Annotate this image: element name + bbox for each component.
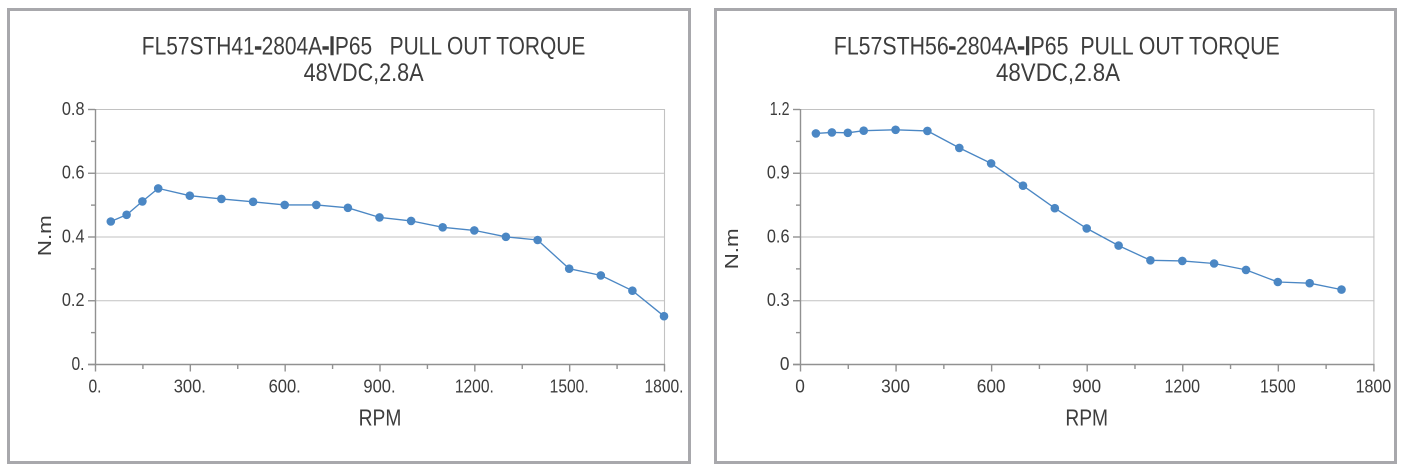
svg-text:48VDC,2.8A: 48VDC,2.8A: [996, 60, 1120, 87]
svg-text:0.6: 0.6: [767, 226, 790, 246]
svg-text:N.m: N.m: [721, 228, 742, 269]
svg-text:900.: 900.: [363, 377, 395, 397]
svg-text:0.2: 0.2: [62, 290, 85, 310]
svg-text:RPM: RPM: [1065, 405, 1108, 431]
svg-text:300.: 300.: [174, 377, 206, 397]
svg-text:48VDC,2.8A: 48VDC,2.8A: [304, 60, 424, 87]
svg-text:1200: 1200: [1164, 377, 1200, 397]
svg-text:300: 300: [881, 377, 910, 397]
svg-text:FL57STH56-2804A-IP65 PULL OUT: FL57STH56-2804A-IP65 PULL OUT TORQUE: [834, 34, 1280, 61]
svg-text:1800: 1800: [1356, 377, 1392, 397]
svg-text:0.8: 0.8: [62, 99, 85, 119]
svg-text:1500.: 1500.: [550, 377, 589, 397]
svg-text:0.: 0.: [72, 354, 85, 374]
svg-text:1800.: 1800.: [645, 377, 684, 397]
svg-text:0: 0: [795, 377, 805, 397]
svg-text:1200.: 1200.: [455, 377, 494, 397]
svg-text:FL57STH41-2804A-IP65 PULL OU: FL57STH41-2804A-IP65 PULL OUT TORQUE: [142, 34, 586, 61]
svg-text:0: 0: [780, 354, 790, 374]
svg-text:N.m: N.m: [34, 215, 55, 256]
svg-text:600: 600: [977, 377, 1006, 397]
svg-text:0.9: 0.9: [767, 163, 790, 183]
svg-text:0.: 0.: [89, 377, 102, 397]
svg-text:RPM: RPM: [359, 405, 402, 431]
svg-text:0.4: 0.4: [62, 226, 85, 246]
svg-text:1500: 1500: [1260, 377, 1296, 397]
svg-text:0.3: 0.3: [767, 290, 790, 310]
svg-text:0.6: 0.6: [62, 163, 85, 183]
svg-text:600.: 600.: [269, 377, 301, 397]
svg-text:900: 900: [1072, 377, 1101, 397]
svg-text:1.2: 1.2: [770, 99, 790, 119]
